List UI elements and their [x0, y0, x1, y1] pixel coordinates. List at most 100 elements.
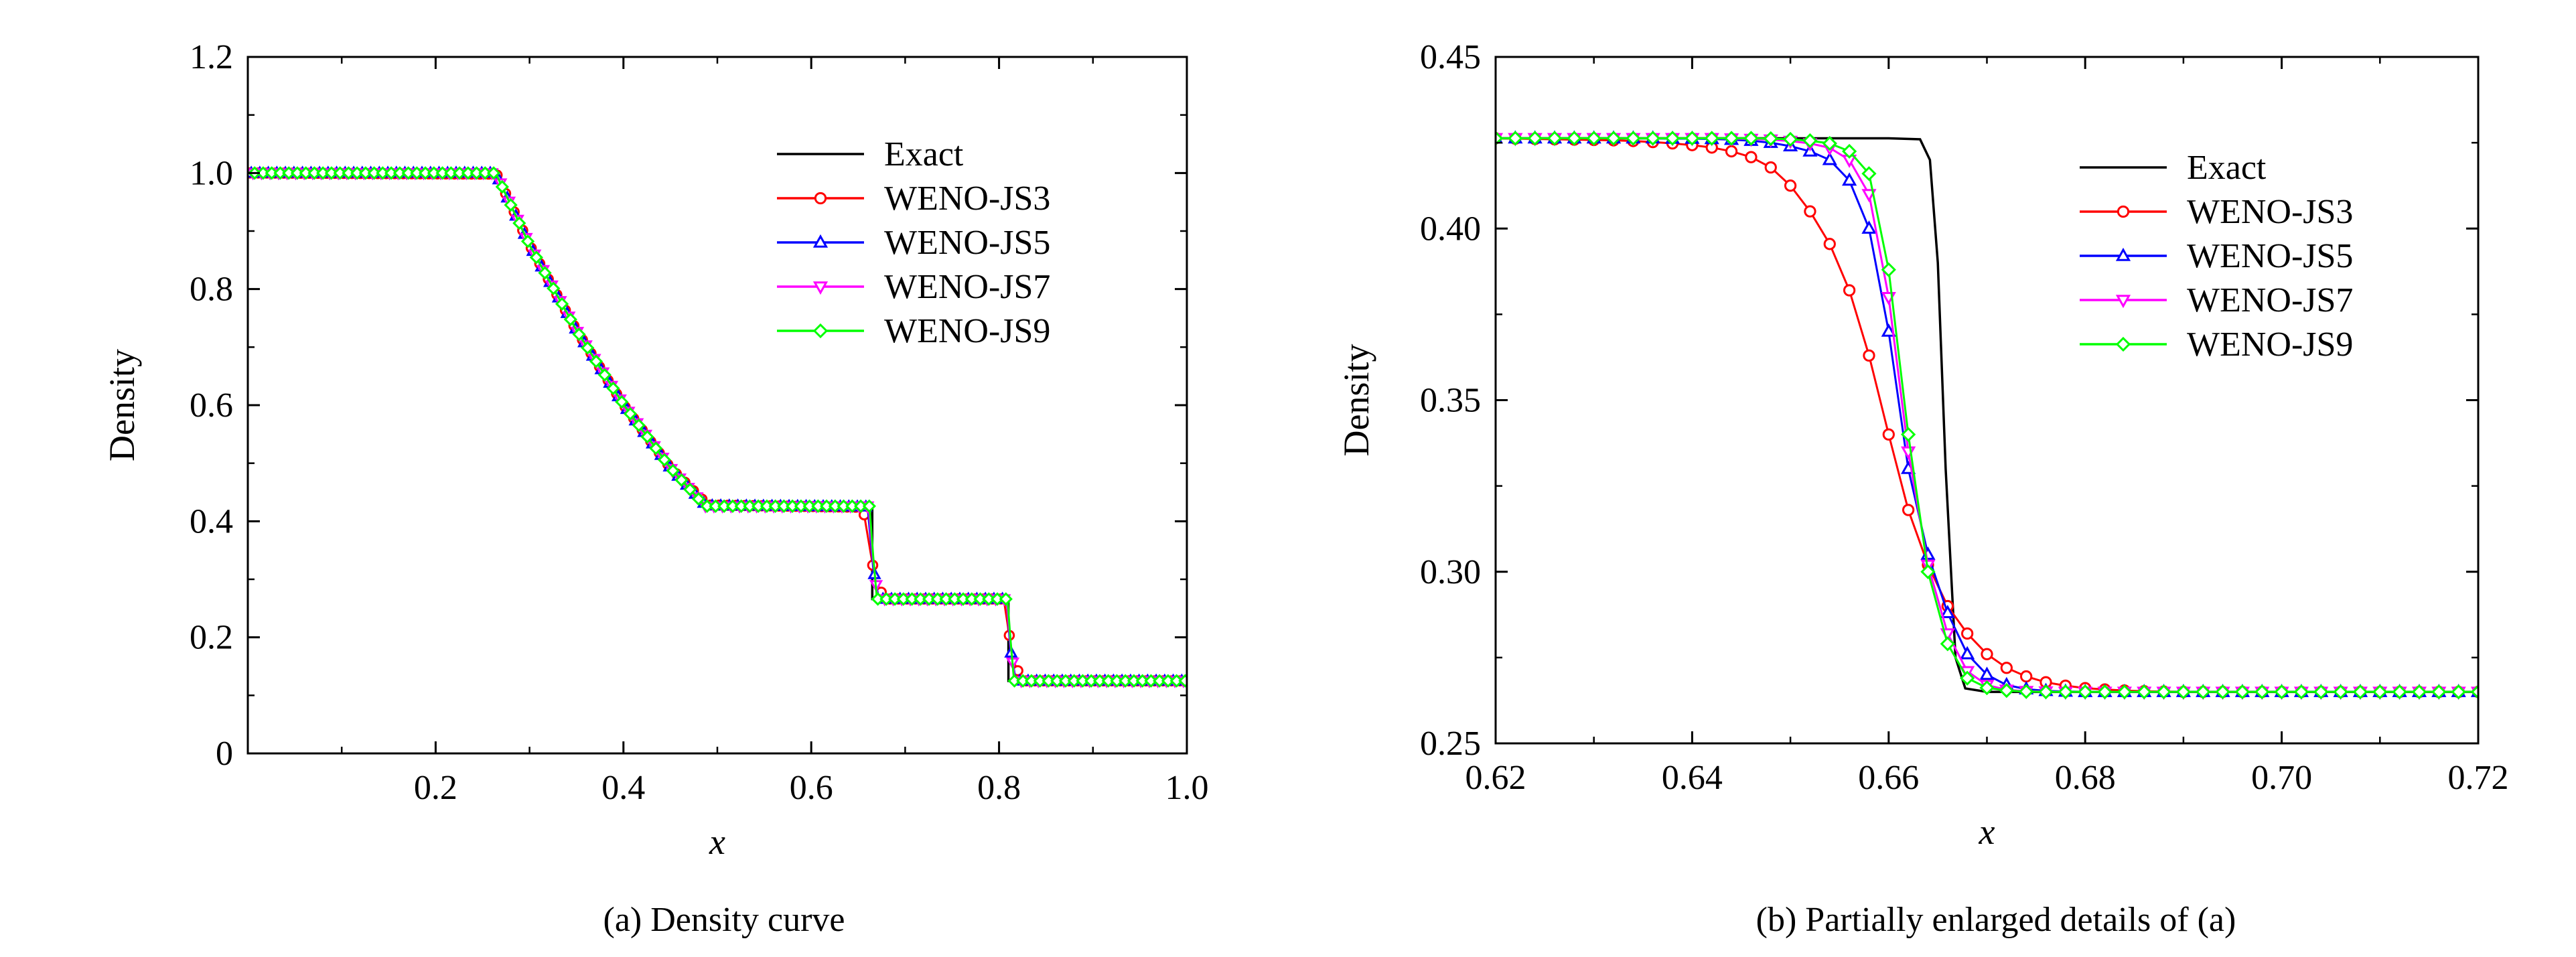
chart-b-point-weno-js9 [2470, 684, 2478, 700]
chart-b-ytick-label: 0.45 [1420, 38, 1481, 76]
chart-a-ytick-label: 1.0 [190, 154, 233, 192]
chart-b-point-weno-js9 [2293, 684, 2309, 700]
chart-b-xtick-label: 0.70 [2251, 759, 2312, 797]
chart-a-ytick-label: 1.2 [190, 38, 233, 76]
chart-b-point-weno-js9 [1901, 427, 1916, 442]
chart-a-xtick-label: 0.2 [414, 769, 457, 807]
chart-b-xtick-label: 0.72 [2448, 759, 2509, 797]
chart-a-plot-area [248, 165, 1187, 688]
chart-b-point-weno-js9 [1743, 131, 1759, 146]
chart-b-point-weno-js9 [1802, 133, 1818, 149]
chart-a-point-weno-js9 [632, 418, 646, 433]
chart-b-point-weno-js3 [1863, 349, 1875, 362]
chart-b-point-weno-js9 [1782, 131, 1798, 147]
chart-b-enlarged-details: 0.25 0.30 0.35 0.40 0.45 0.62 0.64 0.66 0.68 0.70… [1336, 38, 2509, 852]
chart-b-point-weno-js9 [1881, 262, 1896, 277]
chart-b-point-weno-js3 [1804, 205, 1816, 218]
chart-b-point-weno-js5 [1881, 323, 1896, 337]
chart-b-point-weno-js9 [1822, 136, 1837, 151]
chart-b-point-weno-js3 [1764, 161, 1777, 174]
chart-a-point-weno-js9 [657, 453, 672, 467]
chart-b-point-weno-js9 [1664, 131, 1680, 146]
chart-b-point-weno-js9 [1979, 680, 1995, 696]
chart-b-point-weno-js9 [2392, 684, 2407, 700]
chart-b-legend-item: WENO-JS9 [2080, 325, 2353, 364]
chart-a-point-weno-js9 [563, 312, 577, 327]
chart-b-point-weno-js3 [1823, 238, 1836, 250]
chart-a-point-weno-js9 [1178, 674, 1187, 688]
chart-b-legend-marker [2115, 247, 2131, 261]
chart-b-point-weno-js9 [1940, 636, 1955, 652]
chart-b-legend-label: WENO-JS5 [2187, 237, 2353, 275]
chart-a-legend-label: WENO-JS5 [884, 224, 1050, 262]
chart-b-legend-label: WENO-JS7 [2187, 281, 2353, 319]
chart-b-legend-item: WENO-JS7 [2080, 281, 2353, 319]
chart-b-point-weno-js3 [1725, 145, 1738, 158]
chart-b-point-weno-js5 [1960, 646, 1975, 660]
chart-a-point-weno-js9 [504, 198, 518, 212]
chart-a-point-weno-js9 [572, 327, 586, 342]
chart-b-xtick-label: 0.66 [1858, 759, 1919, 797]
chart-a-xtick-label: 1.0 [1165, 769, 1209, 807]
chart-b-point-weno-js3 [2020, 670, 2033, 683]
chart-b-point-weno-js5 [1979, 666, 1995, 680]
chart-a-legend-item: Exact [777, 135, 964, 173]
chart-b-ylabel: Density [1336, 344, 1376, 457]
chart-a-ytick-label: 0.6 [190, 386, 233, 425]
chart-a-legend-marker [812, 281, 829, 295]
chart-b-legend-label: WENO-JS9 [2187, 325, 2353, 364]
chart-a-point-weno-js9 [529, 250, 543, 265]
chart-b-xtick-label: 0.62 [1465, 759, 1526, 797]
chart-b-point-weno-js9 [1685, 131, 1700, 146]
chart-a-legend-label: Exact [884, 135, 964, 173]
chart-b-series-exact [1496, 137, 2478, 693]
chart-a-legend-marker [814, 192, 827, 205]
chart-b-point-weno-js9 [1567, 131, 1582, 146]
chart-b-xlabel: x [1979, 812, 1995, 852]
chart-a-point-weno-js9 [999, 592, 1013, 606]
chart-b-point-weno-js9 [1999, 682, 2014, 698]
chart-a-legend-label: WENO-JS9 [884, 312, 1050, 350]
chart-a-point-weno-js9 [666, 463, 680, 477]
chart-b-point-weno-js3 [1981, 648, 1993, 660]
chart-b-point-weno-js5 [1842, 172, 1857, 186]
chart-a-point-weno-js9 [649, 441, 663, 455]
chart-a-legend-item: WENO-JS7 [777, 268, 1050, 306]
chart-b-point-weno-js9 [2255, 684, 2270, 700]
chart-b-legend-marker [2115, 295, 2131, 309]
chart-b-point-weno-js9 [2313, 684, 2329, 700]
chart-a-point-weno-js9 [691, 492, 706, 506]
chart-b-point-weno-js3 [1843, 284, 1856, 297]
chart-a-point-weno-js9 [486, 166, 501, 180]
chart-b-point-weno-js7 [1861, 189, 1877, 203]
chart-b-point-weno-js3 [1882, 428, 1895, 441]
chart-b-ytick-label: 0.30 [1420, 553, 1481, 591]
chart-b-point-weno-js3 [1784, 179, 1797, 192]
chart-b-point-weno-js9 [2274, 684, 2289, 700]
chart-b-ytick-label: 0.35 [1420, 382, 1481, 420]
chart-a-ytick-label: 0 [216, 735, 233, 773]
chart-b-point-weno-js9 [1626, 131, 1641, 146]
chart-b-xtick-label: 0.68 [2055, 759, 2116, 797]
chart-a-xtick-label: 0.6 [790, 769, 833, 807]
chart-b-point-weno-js9 [1723, 131, 1739, 146]
chart-a-point-weno-js9 [615, 394, 629, 409]
chart-a-point-weno-js9 [623, 407, 638, 421]
chart-b-series-weno-js9 [1496, 131, 2478, 700]
chart-b-point-weno-js9 [2019, 684, 2034, 699]
chart-b-point-weno-js5 [1861, 220, 1877, 234]
chart-b-point-weno-js9 [1527, 131, 1543, 146]
chart-a-point-weno-js9 [683, 482, 697, 497]
chart-b-caption: (b) Partially enlarged details of (a) [1756, 901, 2236, 939]
chart-b-point-weno-js9 [2431, 684, 2447, 700]
chart-a-point-weno-js9 [862, 499, 876, 513]
chart-a-point-weno-js9 [589, 354, 603, 368]
chart-a-series-weno-js9 [248, 166, 1187, 688]
chart-b-point-weno-js9 [2078, 684, 2093, 700]
chart-b-plot-area [1496, 130, 2478, 701]
chart-a-xlabel: x [709, 822, 725, 862]
chart-b-point-weno-js9 [2333, 684, 2348, 700]
chart-a-legend-label: WENO-JS7 [884, 268, 1050, 306]
chart-a-legend-item: WENO-JS3 [777, 179, 1050, 218]
